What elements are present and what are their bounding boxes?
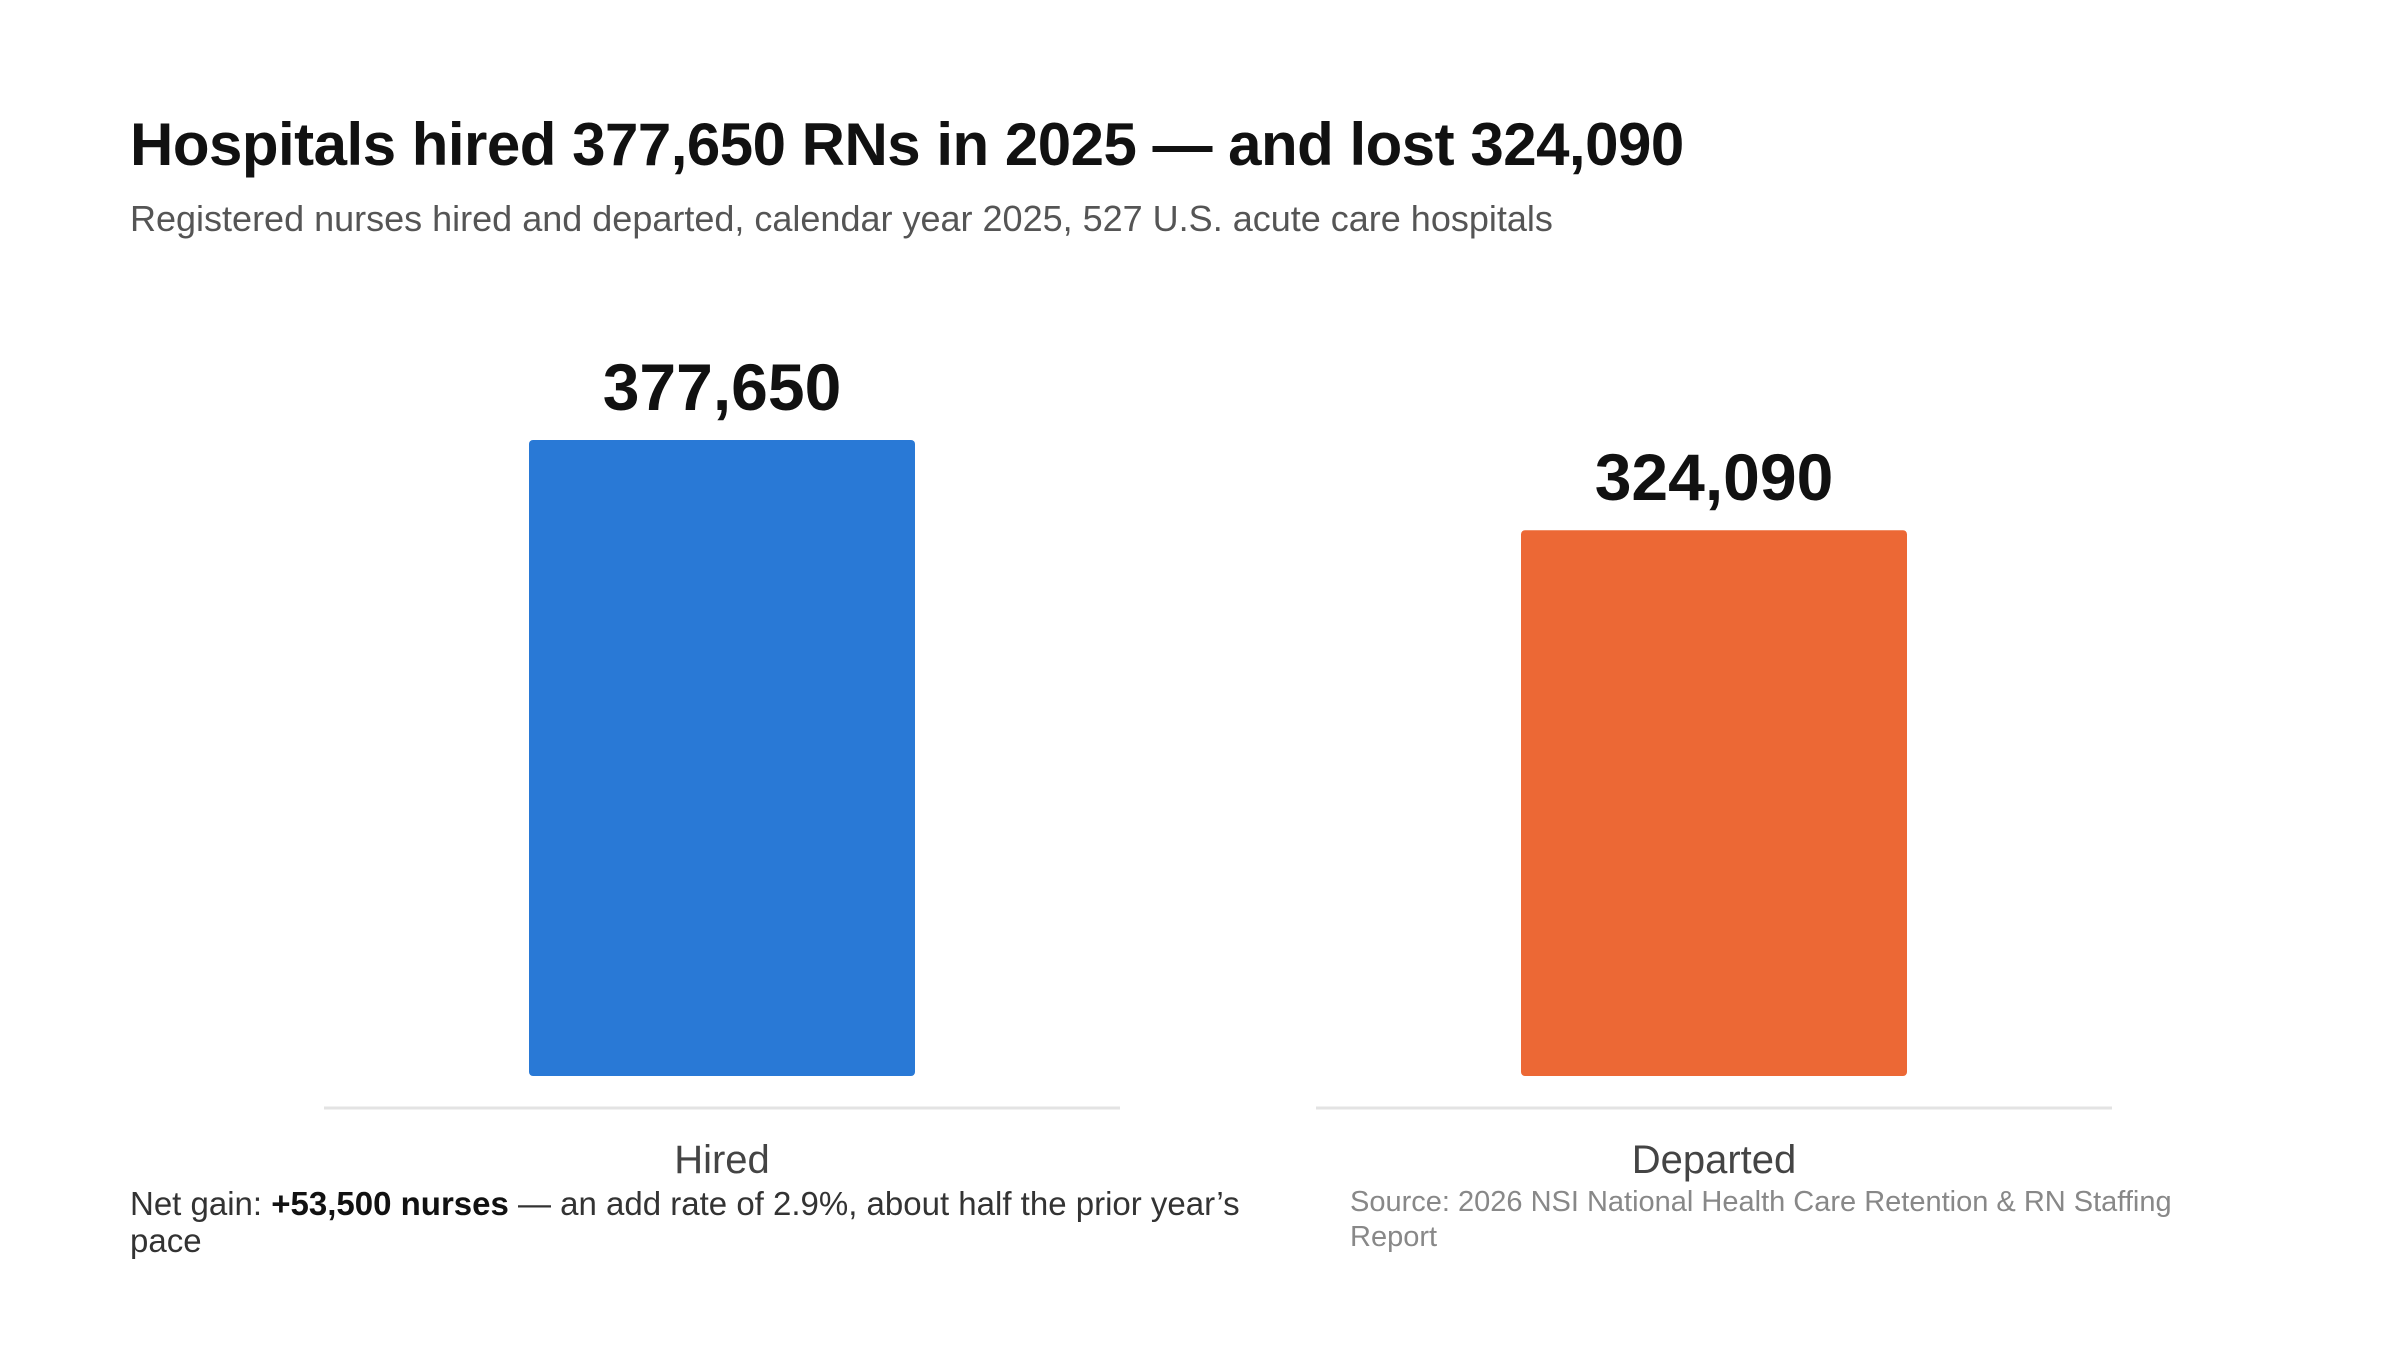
chart-subtitle: Registered nurses hired and departed, ca… — [130, 198, 1553, 239]
note-suffix: — an add rate of 2.9%, about half the pr… — [130, 1185, 1240, 1259]
chart-title: Hospitals hired 377,650 RNs in 2025 — an… — [130, 111, 1684, 178]
note-prefix: Net gain: — [130, 1185, 272, 1222]
net-gain-note: Net gain: +53,500 nurses — an add rate o… — [130, 1185, 1310, 1259]
source-note: Source: 2026 NSI National Health Care Re… — [1350, 1186, 2172, 1253]
note-highlight: +53,500 nurses — [271, 1185, 509, 1222]
bar-hired — [529, 440, 915, 1076]
value-label-hired: 377,650 — [603, 350, 842, 424]
bar-departed — [1521, 530, 1907, 1076]
category-label-hired: Hired — [674, 1138, 770, 1182]
category-label-departed: Departed — [1632, 1138, 1797, 1182]
value-label-departed: 324,090 — [1595, 440, 1834, 514]
bars-group: 377,650 Hired 324,090 Departed — [324, 350, 2112, 1182]
